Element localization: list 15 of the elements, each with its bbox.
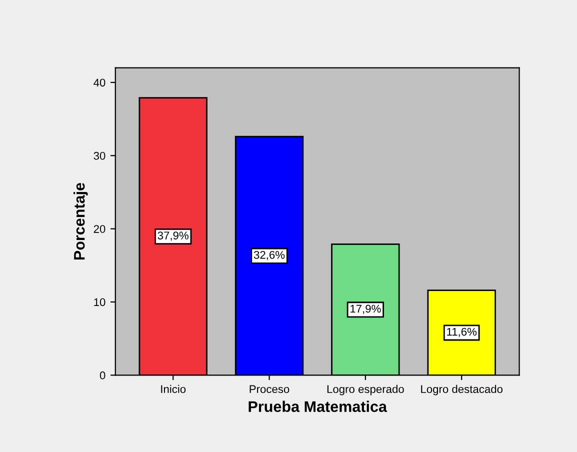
x-tick-label: Proceso [250, 385, 290, 394]
y-tick-label: 40 [94, 78, 106, 87]
y-axis-title: Porcentaje [74, 182, 88, 260]
x-axis-title: Prueba Matematica [248, 400, 388, 412]
data-label: 17,9% [350, 304, 381, 314]
y-tick-label: 30 [94, 152, 106, 160]
x-tick-label: Inicio [161, 384, 186, 394]
x-tick-label: Logro esperado [327, 384, 404, 396]
data-label: 32,6% [254, 250, 285, 260]
y-tick-label: 10 [94, 298, 106, 306]
x-tick-label: Logro destacado [421, 384, 503, 396]
data-label: 11,6% [447, 328, 477, 338]
y-tick-label: 20 [94, 225, 106, 233]
y-tick-label: 0 [100, 371, 106, 380]
data-label: 37,9% [158, 232, 188, 241]
